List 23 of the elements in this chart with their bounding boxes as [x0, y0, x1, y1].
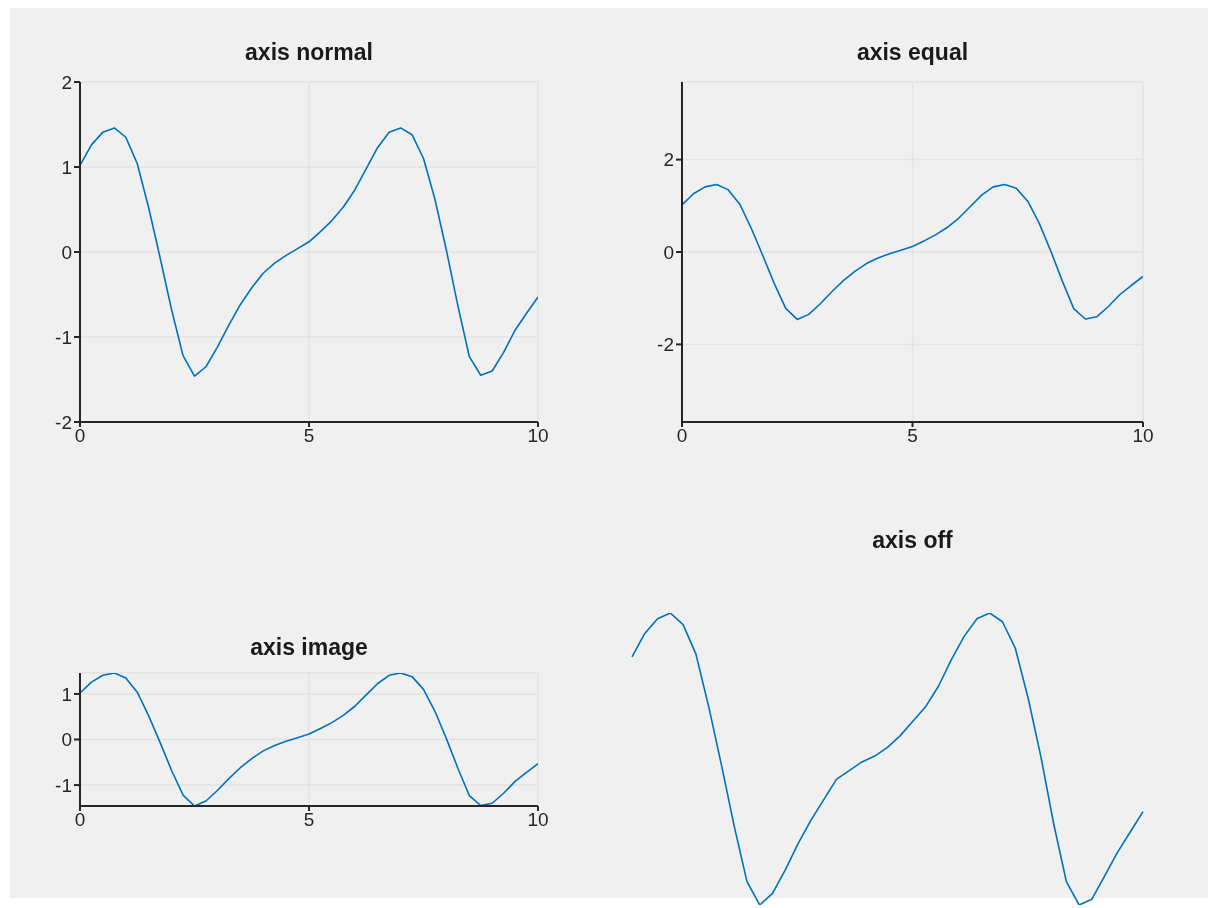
y-tick-label: 0: [61, 241, 72, 263]
x-tick-label: 5: [303, 809, 315, 831]
y-tick-label: -2: [657, 334, 674, 356]
y-tick-label: 1: [61, 156, 72, 178]
chart-title: axis normal: [244, 38, 374, 66]
line-series: [80, 127, 538, 377]
x-tick-label: 5: [907, 425, 918, 447]
line-series: [682, 183, 1143, 321]
y-tick-label: -2: [55, 411, 72, 433]
y-tick-label: -1: [55, 326, 72, 348]
chart-title: axis equal: [855, 38, 970, 66]
y-tick-label: 2: [663, 149, 674, 171]
y-tick-label: 2: [61, 71, 72, 93]
x-tick-label: 10: [1132, 425, 1154, 447]
y-tick-label: 1: [61, 683, 72, 705]
x-tick-label: 5: [303, 425, 315, 447]
x-tick-label: 10: [527, 809, 549, 831]
x-tick-label: 10: [527, 425, 549, 447]
chart-title: axis off: [871, 526, 954, 554]
chart-title: axis image: [249, 633, 369, 661]
y-tick-label: 0: [61, 729, 72, 751]
y-tick-label: -1: [55, 774, 72, 796]
y-tick-label: 0: [663, 241, 674, 263]
